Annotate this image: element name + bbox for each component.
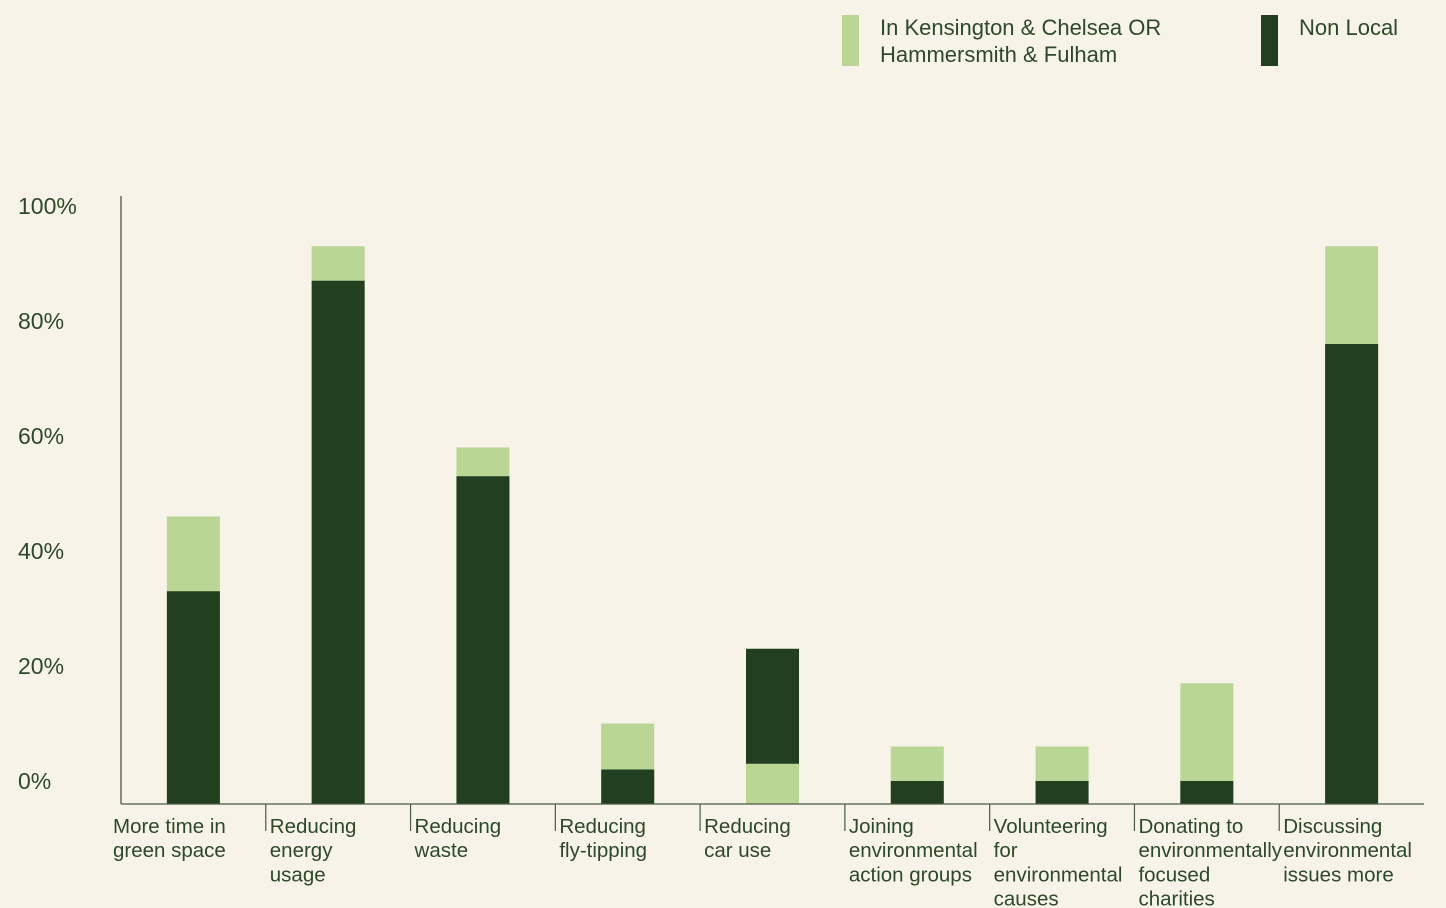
bar-nonlocal-6 (1035, 781, 1089, 804)
y-tick-label-80: 80% (18, 308, 64, 334)
y-tick-label-20: 20% (18, 653, 64, 679)
legend-item-local: In Kensington & Chelsea OR Hammersmith &… (842, 14, 1161, 68)
y-tick-label-0: 0% (18, 768, 51, 794)
axes-group (120, 196, 1424, 831)
bar-nonlocal-1 (311, 280, 365, 804)
x-tick-label-7: Donating to environmentally focused chariti… (1138, 815, 1282, 908)
y-tick-label-100: 100% (18, 193, 77, 219)
bars-group (166, 246, 1379, 804)
y-tick-label-60: 60% (18, 423, 64, 449)
legend-swatch-local (842, 15, 859, 66)
legend-label-local: In Kensington & Chelsea OR Hammersmith &… (880, 15, 1162, 67)
x-tick-label-6: Volunteering for environmental causes (994, 815, 1123, 908)
x-tick-label-5: Joining environmental action groups (849, 815, 978, 886)
bar-nonlocal-5 (890, 781, 944, 804)
x-tick-label-1: Reducing energy usage (270, 815, 357, 886)
x-tick-label-2: Reducing waste (414, 815, 502, 862)
x-tick-label-0: More time in green space (113, 815, 226, 862)
bar-nonlocal-2 (456, 476, 510, 804)
legend-swatch-nonlocal (1261, 15, 1278, 66)
x-tick-label-8: Discussing environmental issues more (1283, 815, 1412, 886)
legend-item-nonlocal: Non Local (1261, 14, 1398, 66)
x-tick-label-3: Reducing fly-tipping (559, 815, 647, 862)
legend-label-nonlocal: Non Local (1299, 15, 1399, 40)
bar-nonlocal-8 (1325, 344, 1379, 804)
x-tick-label-4: Reducing car use (704, 815, 791, 862)
bar-nonlocal-0 (166, 591, 220, 804)
y-tick-label-40: 40% (18, 538, 64, 564)
bar-local-4 (746, 763, 799, 804)
x-axis-ticks: More time in green space Reducing energy usa… (113, 815, 1412, 908)
bar-nonlocal-7 (1180, 781, 1234, 804)
y-axis-ticks: 0% 20% 40% 60% 80% 100% (18, 193, 77, 794)
bar-nonlocal-3 (601, 769, 655, 804)
